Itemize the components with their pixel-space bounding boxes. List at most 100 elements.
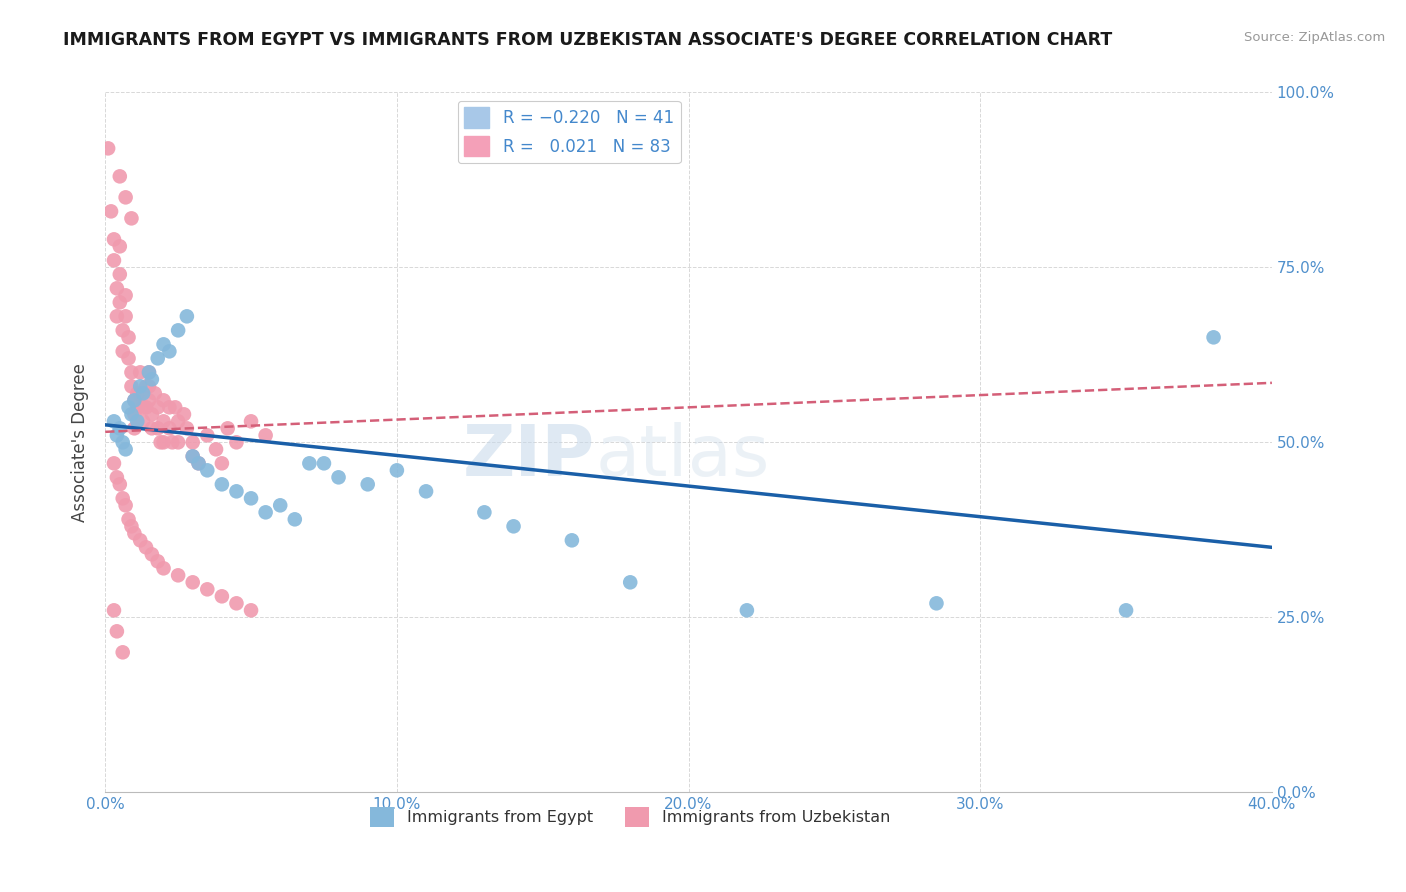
Point [135,541,157,555]
Point [146,421,169,435]
Point [117,401,139,415]
Point [173,408,195,422]
Point [146,351,169,366]
Point [105,310,128,324]
Point [328,470,350,484]
Point [157,344,180,359]
Point [114,288,136,302]
Point [211,456,233,470]
Point [108,169,131,184]
Point [103,253,125,268]
Point [114,499,136,513]
Point [240,414,263,428]
Point [121,379,143,393]
Point [108,268,131,282]
Point [105,428,128,442]
Point [187,456,209,470]
Point [152,561,174,575]
Point [195,428,218,442]
Point [127,414,149,428]
Point [225,435,247,450]
Point [181,575,204,590]
Point [138,365,160,379]
Point [129,379,152,393]
Point [124,421,146,435]
Point [152,414,174,428]
Point [167,435,190,450]
Point [149,435,172,450]
Point [124,408,146,422]
Point [129,386,152,401]
Point [269,499,291,513]
Point [124,526,146,541]
Point [385,463,408,477]
Point [146,554,169,568]
Point [108,477,131,491]
Point [152,337,174,351]
Point [111,491,134,506]
Point [152,393,174,408]
Point [121,365,143,379]
Point [129,533,152,548]
Point [114,442,136,457]
Point [181,450,204,464]
Point [124,393,146,408]
Point [141,547,163,561]
Point [157,421,180,435]
Point [225,484,247,499]
Point [254,505,277,519]
Point [132,386,155,401]
Point [415,484,437,499]
Point [103,414,125,428]
Point [135,401,157,415]
Point [103,603,125,617]
Point [114,190,136,204]
Text: atlas: atlas [595,422,769,491]
Point [240,491,263,506]
Point [129,365,152,379]
Point [176,310,198,324]
Point [141,421,163,435]
Text: ZIP: ZIP [463,422,595,491]
Point [143,386,166,401]
Point [141,372,163,386]
Text: Source: ZipAtlas.com: Source: ZipAtlas.com [1244,31,1385,45]
Point [117,330,139,344]
Point [176,421,198,435]
Point [138,379,160,393]
Point [121,408,143,422]
Point [100,204,122,219]
Point [121,211,143,226]
Point [114,310,136,324]
Point [111,645,134,659]
Point [108,295,131,310]
Point [111,435,134,450]
Point [124,393,146,408]
Point [111,323,134,337]
Point [474,505,496,519]
Text: IMMIGRANTS FROM EGYPT VS IMMIGRANTS FROM UZBEKISTAN ASSOCIATE'S DEGREE CORRELATI: IMMIGRANTS FROM EGYPT VS IMMIGRANTS FROM… [63,31,1112,49]
Point [127,401,149,415]
Point [735,603,758,617]
Point [146,401,169,415]
Point [225,596,247,610]
Point [181,435,204,450]
Point [111,344,134,359]
Point [103,232,125,246]
Point [132,414,155,428]
Point [167,414,190,428]
Point [103,456,125,470]
Point [117,512,139,526]
Point [105,470,128,484]
Point [254,428,277,442]
Point [357,477,380,491]
Point [132,401,155,415]
Point [195,463,218,477]
Point [157,401,180,415]
Y-axis label: Associate's Degree: Associate's Degree [72,363,89,522]
Point [211,590,233,604]
Point [141,408,163,422]
Point [117,351,139,366]
Point [108,239,131,253]
Point [298,456,321,470]
